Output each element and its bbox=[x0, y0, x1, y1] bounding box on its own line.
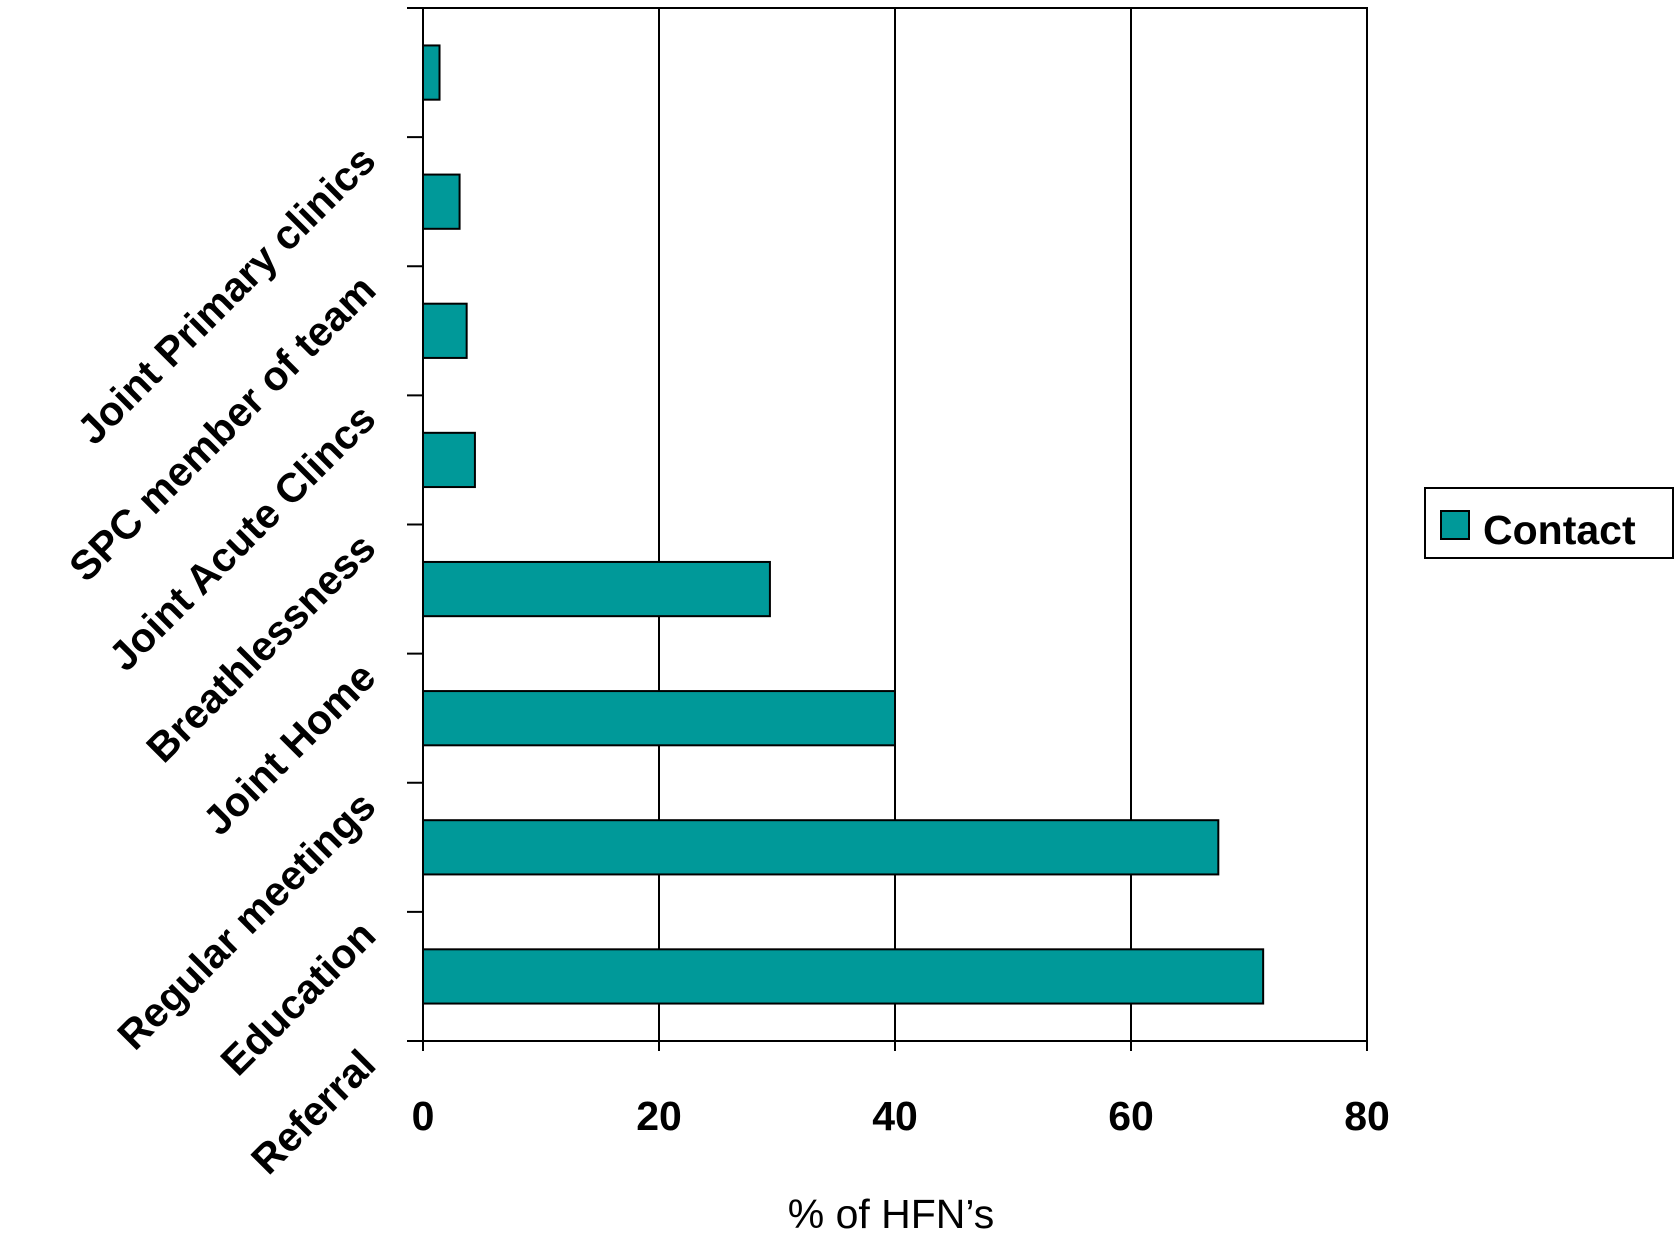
bar bbox=[422, 690, 896, 747]
bar bbox=[422, 173, 461, 230]
bar bbox=[422, 560, 771, 618]
legend-swatch bbox=[1440, 510, 1470, 540]
bar bbox=[422, 431, 476, 489]
x-axis-title: % of HFN’s bbox=[788, 1191, 995, 1235]
bars bbox=[422, 44, 1265, 1005]
category-label: Breathlessness bbox=[137, 524, 384, 771]
x-tick-label: 40 bbox=[872, 1093, 918, 1139]
x-tick-label: 80 bbox=[1344, 1093, 1390, 1139]
x-tick-label: 20 bbox=[636, 1093, 682, 1139]
legend: Contact bbox=[1424, 487, 1674, 559]
bar bbox=[422, 819, 1220, 876]
bar bbox=[422, 44, 441, 101]
x-tick-label: 0 bbox=[412, 1093, 435, 1139]
x-axis-ticks: 0 20 40 60 80 bbox=[412, 1041, 1390, 1139]
x-tick-label: 60 bbox=[1108, 1093, 1154, 1139]
bar bbox=[422, 302, 468, 359]
bar bbox=[422, 948, 1265, 1005]
y-axis-ticks bbox=[407, 7, 423, 1042]
legend-label: Contact bbox=[1483, 507, 1636, 553]
